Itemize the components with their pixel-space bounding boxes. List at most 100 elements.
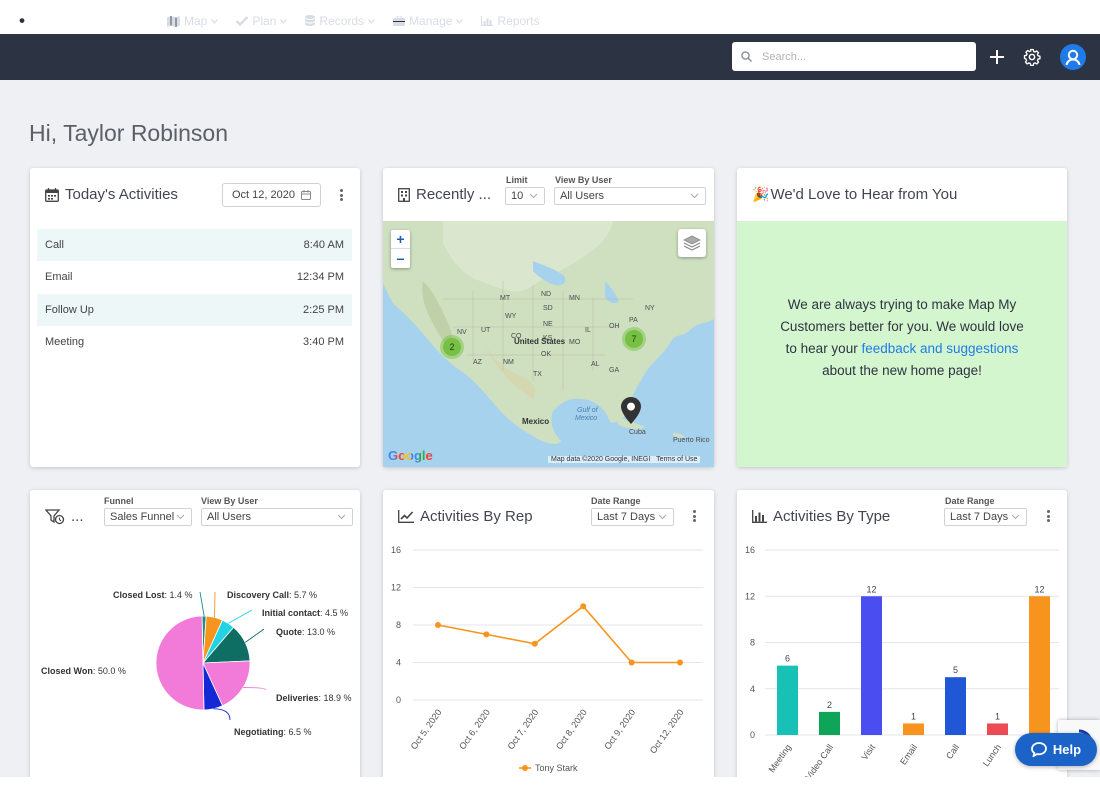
activity-row[interactable]: Follow Up 2:25 PM [37, 294, 352, 326]
rep-date-range-select[interactable]: Last 7 Days [591, 508, 674, 526]
nav-label-map: Map [184, 14, 208, 28]
help-button[interactable]: Help [1015, 733, 1097, 766]
map-layers-button[interactable] [678, 229, 706, 257]
pie-label-category: Quote [276, 627, 302, 637]
bar-y-tick-label: 0 [750, 730, 755, 740]
activity-row[interactable]: Call 8:40 AM [37, 229, 352, 261]
line-y-tick-label: 4 [396, 658, 401, 668]
map-sea-label: Gulf of [577, 407, 598, 414]
zoom-in-button[interactable]: + [391, 230, 410, 249]
bar-x-tick-label: Email [898, 742, 919, 766]
map-state-label: OH [609, 323, 620, 330]
bar [819, 711, 840, 735]
funnel-select[interactable]: Sales Funnel [104, 508, 192, 526]
bottom-margin [0, 777, 1100, 810]
activities-by-type-title: Activities By Type [773, 508, 891, 525]
nav-label-plan: Plan [252, 14, 277, 28]
todays-activities-more-icon[interactable] [336, 188, 346, 202]
nav-item-map[interactable]: Map [167, 14, 219, 28]
funnel-view-by-user-select[interactable]: All Users [201, 508, 353, 526]
bar-x-tick-label: Visit [859, 742, 877, 762]
map-credit: Map data ©2020 Google, INEGI Terms of Us… [548, 456, 701, 463]
bar-value-label: 2 [827, 700, 832, 710]
bar-y-tick-label: 8 [750, 638, 755, 648]
funnel-pie-chart [155, 591, 267, 721]
legend-marker [522, 765, 528, 771]
activity-type: Call [45, 239, 64, 251]
nav-item-reports[interactable]: Reports [481, 14, 539, 28]
map-cluster-marker[interactable]: 7 [622, 327, 646, 351]
map-pin-icon[interactable] [621, 397, 641, 424]
limit-label: Limit [506, 175, 528, 185]
bar-x-tick-label: Lunch [981, 742, 1003, 768]
gear-icon[interactable] [1023, 48, 1041, 66]
bar [987, 723, 1008, 735]
activities-by-rep-title: Activities By Rep [420, 508, 533, 525]
search-box[interactable] [732, 42, 976, 71]
line-point [677, 659, 683, 666]
feedback-link[interactable]: feedback and suggestions [861, 341, 1019, 356]
bar-value-label: 12 [1034, 584, 1044, 594]
line-chart-icon [398, 510, 414, 523]
line-point [483, 631, 490, 638]
card-title-activities-by-rep: Activities By Rep [398, 508, 533, 525]
bar-x-tick-label: Meeting [767, 742, 794, 774]
type-date-range-select[interactable]: Last 7 Days [944, 508, 1027, 526]
pie-leader-line [244, 628, 265, 643]
nav-label-reports: Reports [497, 14, 540, 28]
activities-by-rep-more-icon[interactable] [689, 509, 699, 523]
line-y-tick-label: 0 [396, 695, 401, 705]
calendar-icon [45, 187, 59, 202]
map-data-credit: Map data ©2020 Google, INEGI [551, 456, 651, 463]
brand-logo[interactable]: mapmycustomers [16, 14, 140, 29]
nav-item-records[interactable]: Records [305, 14, 376, 28]
view-by-user-select[interactable]: All Users [554, 187, 706, 205]
layers-icon [683, 235, 701, 251]
view-by-user-value: All Users [560, 190, 605, 202]
activities-date-picker[interactable]: Oct 12, 2020 [222, 183, 321, 207]
cluster-count: 7 [625, 330, 643, 348]
nav-item-manage[interactable]: Manage [393, 14, 464, 28]
line-x-tick-label: Oct 5, 2020 [409, 707, 444, 751]
activities-by-rep-card [383, 490, 714, 790]
map-terrain [383, 221, 714, 457]
chevron-down-icon [368, 18, 376, 24]
feedback-line: We are always trying to make Map My [787, 297, 1017, 312]
map-state-label: TX [533, 371, 542, 378]
pie-label-category: Initial contact [262, 608, 321, 618]
activity-row[interactable]: Meeting 3:40 PM [37, 326, 352, 358]
add-icon[interactable] [987, 47, 1007, 67]
map-cluster-marker[interactable]: 2 [440, 335, 464, 359]
limit-select[interactable]: 10 [505, 187, 545, 205]
pie-leader-line [213, 708, 231, 721]
search-input[interactable] [762, 50, 962, 63]
user-avatar[interactable] [1060, 44, 1086, 70]
line-y-tick-label: 12 [391, 583, 401, 593]
view-by-user-label: View By User [555, 175, 612, 185]
line-point [531, 640, 538, 647]
bar-x-tick-label: Call [944, 742, 961, 760]
map-state-label: NV [457, 329, 467, 336]
zoom-out-button[interactable]: − [396, 250, 405, 267]
map-country-label: Mexico [522, 417, 550, 426]
activity-row[interactable]: Email 12:34 PM [37, 261, 352, 293]
map-state-label: NM [503, 359, 514, 366]
pie-label-category: Closed Won [41, 666, 93, 676]
funnel-icon [45, 508, 65, 524]
help-label: Help [1052, 742, 1082, 757]
pie-label-category: Closed Lost [113, 590, 165, 600]
map-state-label: AZ [473, 359, 482, 366]
pie-label: Negotiating: 6.5 % [234, 727, 312, 737]
activities-by-type-more-icon[interactable] [1043, 509, 1053, 523]
map-state-label: AL [591, 361, 600, 368]
cluster-count: 2 [443, 338, 461, 356]
funnel-label: Funnel [104, 496, 134, 506]
map-state-label: MO [569, 339, 581, 346]
map-terms-link[interactable]: Terms of Use [656, 456, 698, 463]
recent-activity-map[interactable]: MT ND MN SD WY NE NV UT CO KS MO IL OH P… [383, 221, 714, 467]
nav-item-plan[interactable]: Plan [236, 14, 288, 28]
pie-label: Quote: 13.0 % [276, 627, 336, 637]
bar [777, 665, 798, 735]
chevron-down-icon [1011, 514, 1020, 520]
